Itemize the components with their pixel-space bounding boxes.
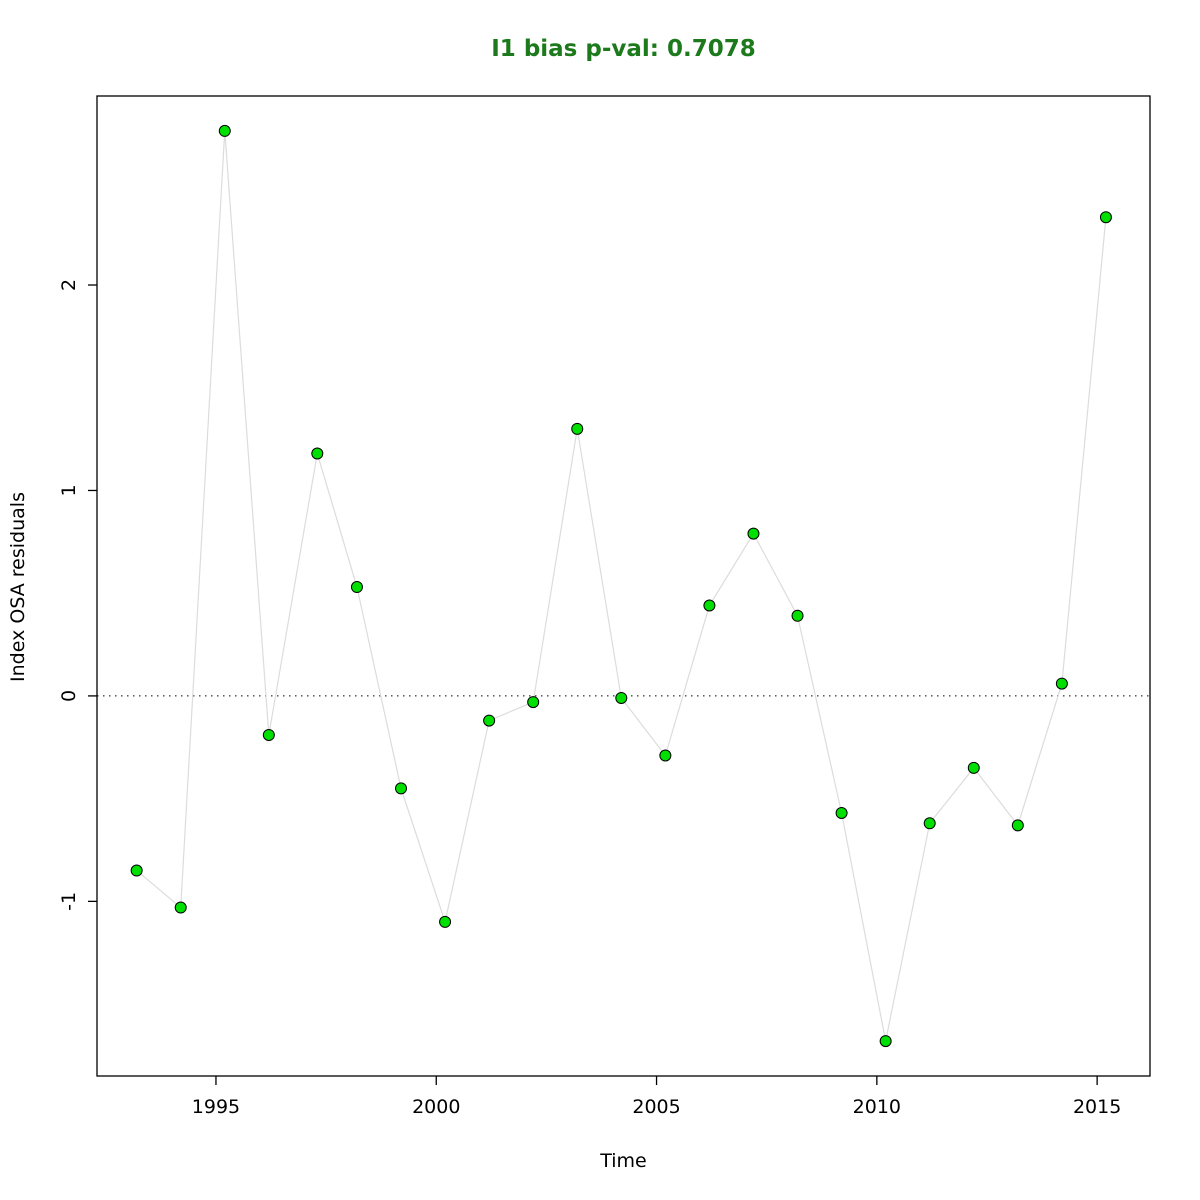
data-point: [571, 422, 584, 435]
data-point: [439, 915, 452, 928]
data-point: [791, 609, 804, 622]
y-tick-label: 0: [58, 690, 80, 702]
y-tick-label: -1: [58, 892, 80, 911]
x-tick-label: 2000: [412, 1096, 460, 1118]
data-point: [483, 714, 496, 727]
data-point: [130, 864, 143, 877]
data-point: [527, 696, 540, 709]
x-tick-label: 2015: [1073, 1096, 1121, 1118]
data-point: [703, 599, 716, 612]
data-point: [395, 782, 408, 795]
data-point: [350, 581, 363, 594]
x-tick-label: 1995: [192, 1096, 240, 1118]
data-point: [262, 728, 275, 741]
data-point: [218, 124, 231, 137]
data-point: [1011, 819, 1024, 832]
data-point: [835, 807, 848, 820]
data-point: [747, 527, 760, 540]
data-point: [967, 761, 980, 774]
data-point: [615, 691, 628, 704]
data-point: [659, 749, 672, 762]
data-point: [174, 901, 187, 914]
plot-box: [96, 95, 1151, 1077]
data-point: [1055, 677, 1068, 690]
y-tick-label: 1: [58, 484, 80, 496]
data-point: [923, 817, 936, 830]
y-tick-label: 2: [58, 279, 80, 291]
x-tick-label: 2010: [853, 1096, 901, 1118]
data-point: [1099, 211, 1112, 224]
residual-line: [136, 130, 1107, 1042]
x-axis-label: Time: [600, 1150, 647, 1172]
x-tick-label: 2005: [632, 1096, 680, 1118]
chart-title: I1 bias p-val: 0.7078: [491, 36, 756, 62]
data-point: [879, 1035, 892, 1048]
data-point: [311, 447, 324, 460]
